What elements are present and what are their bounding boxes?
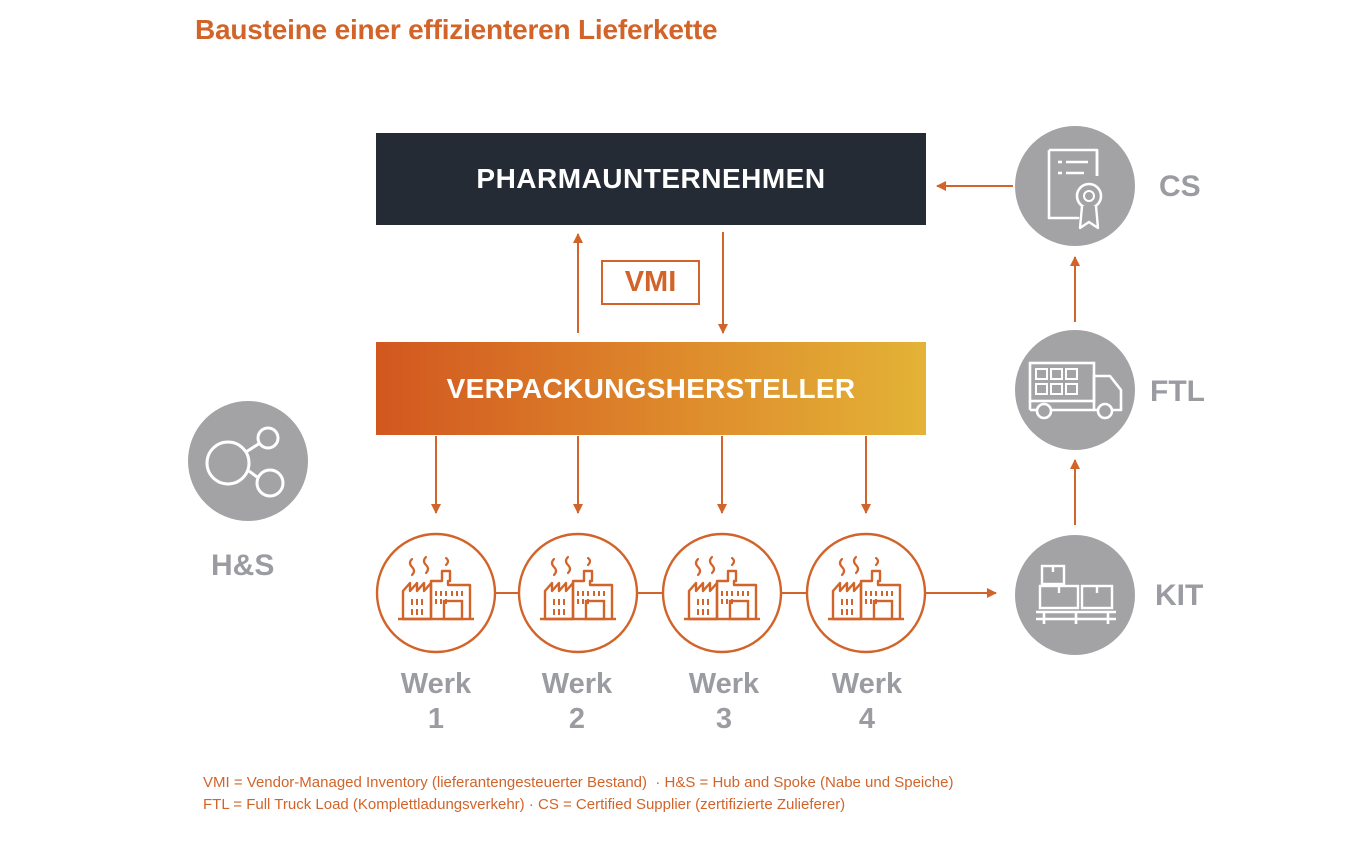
- certificate-icon: [1015, 126, 1135, 246]
- hub-spoke-icon: [188, 401, 308, 521]
- pharma-box: PHARMAUNTERNEHMEN: [376, 133, 926, 225]
- werk-3-word: Werk: [688, 668, 760, 700]
- werk-3-number: 3: [715, 703, 733, 735]
- werk-1-number: 1: [427, 703, 445, 735]
- kit-label: KIT: [1155, 579, 1204, 612]
- werk-2-icon: [517, 532, 639, 654]
- cs-label: CS: [1159, 170, 1201, 203]
- werk-1-word: Werk: [400, 668, 472, 700]
- verpackung-box: VERPACKUNGSHERSTELLER: [376, 342, 926, 435]
- legend: VMI = Vendor-Managed Inventory (lieferan…: [203, 772, 953, 816]
- pallet-boxes-icon: [1015, 535, 1135, 655]
- werk-2-number: 2: [568, 703, 586, 735]
- werk-4-word: Werk: [831, 668, 903, 700]
- werk-3-icon: [661, 532, 783, 654]
- werk-4-number: 4: [858, 703, 876, 735]
- legend-line-1: VMI = Vendor-Managed Inventory (lieferan…: [203, 774, 954, 791]
- legend-line-2: FTL = Full Truck Load (Komplettladungsve…: [203, 796, 846, 813]
- werk-1-icon: [375, 532, 497, 654]
- werk-4-icon: [805, 532, 927, 654]
- hs-label: H&S: [211, 549, 275, 582]
- vmi-label: VMI: [601, 260, 700, 305]
- werk-2-word: Werk: [541, 668, 613, 700]
- truck-icon: [1015, 330, 1135, 450]
- ftl-label: FTL: [1150, 375, 1205, 408]
- werk-4-label: Werk 4: [797, 667, 937, 737]
- werk-3-label: Werk 3: [654, 667, 794, 737]
- werk-2-label: Werk 2: [507, 667, 647, 737]
- werk-1-label: Werk 1: [366, 667, 506, 737]
- page-title: Bausteine einer effizienteren Lieferkett…: [195, 14, 718, 45]
